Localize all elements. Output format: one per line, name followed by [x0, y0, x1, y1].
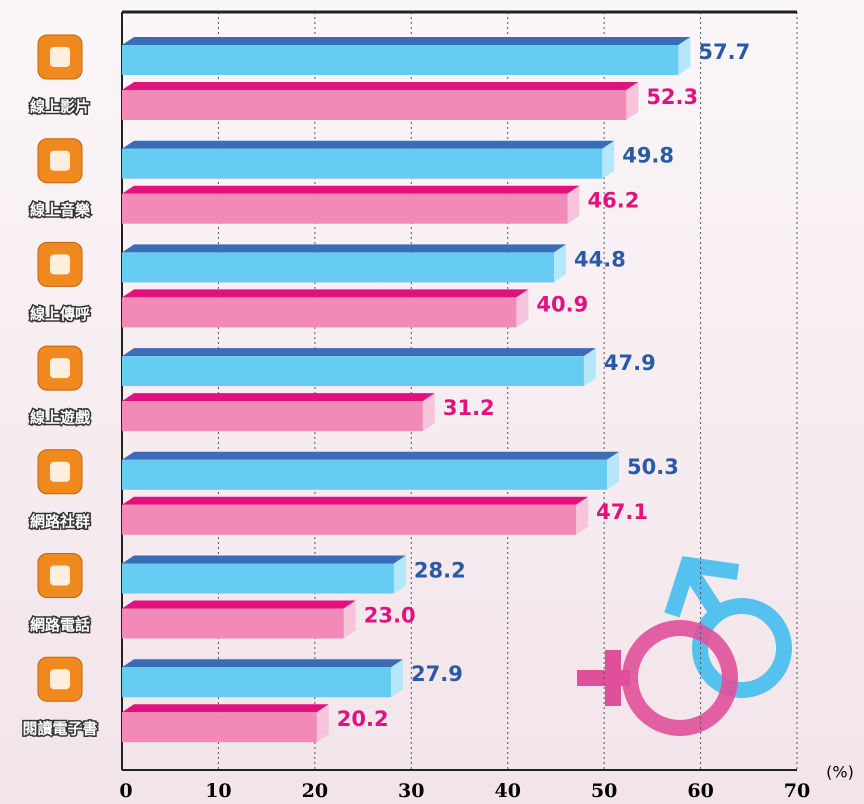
- value-label: 49.8: [622, 144, 674, 168]
- x-unit: (%): [826, 763, 854, 782]
- bar-side: [583, 348, 596, 387]
- bar: [122, 608, 344, 639]
- bar-side: [554, 244, 566, 283]
- value-label: 44.8: [574, 247, 626, 271]
- bar-side: [567, 185, 580, 224]
- bar-top: [122, 348, 596, 357]
- value-label: 23.0: [364, 604, 416, 628]
- value-label: 50.3: [627, 455, 679, 479]
- bar: [122, 356, 584, 387]
- bar-top: [122, 140, 615, 149]
- bar: [122, 252, 554, 283]
- value-label: 27.9: [411, 662, 463, 686]
- category-label: 線上音樂: [30, 201, 91, 219]
- bar-top: [122, 185, 580, 194]
- bar: [122, 712, 317, 743]
- x-tick-label: 70: [784, 780, 810, 802]
- x-tick-label: 30: [398, 780, 424, 802]
- bar-top: [122, 555, 406, 564]
- bar-top: [122, 451, 620, 460]
- bar-side: [602, 140, 615, 179]
- bar: [122, 193, 568, 224]
- category-label: 閱讀電子書: [22, 720, 97, 738]
- bar-side: [607, 451, 620, 490]
- bar-top: [122, 704, 329, 713]
- bar: [122, 563, 394, 594]
- bar-top: [122, 393, 435, 402]
- bar: [122, 504, 577, 535]
- category-label: 線上遊戲: [30, 409, 91, 427]
- x-tick-label: 0: [119, 780, 132, 802]
- value-label: 31.2: [443, 396, 495, 420]
- value-label: 20.2: [337, 707, 389, 731]
- icon-glyph: [50, 565, 70, 586]
- icon-glyph: [50, 47, 70, 67]
- bar: [122, 459, 608, 490]
- bar-side: [626, 82, 639, 120]
- bar-top: [122, 496, 589, 505]
- x-tick-label: 40: [494, 780, 520, 802]
- category-label: 線上影片: [30, 98, 90, 116]
- value-label: 57.7: [698, 40, 750, 64]
- bar-top: [122, 244, 566, 253]
- bar-top: [122, 659, 404, 668]
- bar: [122, 90, 627, 120]
- x-tick-label: 10: [205, 780, 231, 802]
- bar-side: [316, 704, 329, 743]
- value-label: 40.9: [536, 292, 588, 316]
- value-label: 46.2: [588, 189, 640, 213]
- icon-glyph: [50, 254, 70, 275]
- bar: [122, 401, 423, 432]
- gender-symbols: [577, 556, 792, 736]
- bar: [122, 45, 679, 75]
- bar: [122, 148, 603, 179]
- x-tick-label: 20: [302, 780, 328, 802]
- bar-side: [516, 289, 529, 328]
- bar: [122, 297, 517, 328]
- bar-top: [122, 289, 529, 298]
- bar-top: [122, 600, 356, 609]
- bar-side: [422, 393, 435, 432]
- value-label: 28.2: [414, 559, 466, 583]
- x-tick-label: 50: [591, 780, 617, 802]
- icon-glyph: [50, 358, 70, 379]
- category-label: 網路電話: [30, 616, 90, 634]
- category-label: 網路社群: [30, 512, 90, 530]
- icon-glyph: [50, 150, 70, 171]
- icon-glyph: [50, 669, 70, 690]
- value-label: 47.9: [604, 351, 656, 375]
- bar-top: [122, 82, 639, 90]
- bar-top: [122, 37, 691, 45]
- bar-side: [393, 555, 406, 594]
- value-label: 52.3: [646, 85, 698, 109]
- bar-side: [678, 37, 691, 75]
- bar: [122, 667, 392, 698]
- x-tick-label: 60: [687, 780, 713, 802]
- value-label: 47.1: [596, 500, 648, 524]
- icon-glyph: [50, 461, 70, 482]
- category-label: 線上傳呼: [30, 305, 90, 323]
- bar-side: [576, 496, 589, 535]
- bar-side: [343, 600, 356, 639]
- bar-side: [391, 659, 404, 698]
